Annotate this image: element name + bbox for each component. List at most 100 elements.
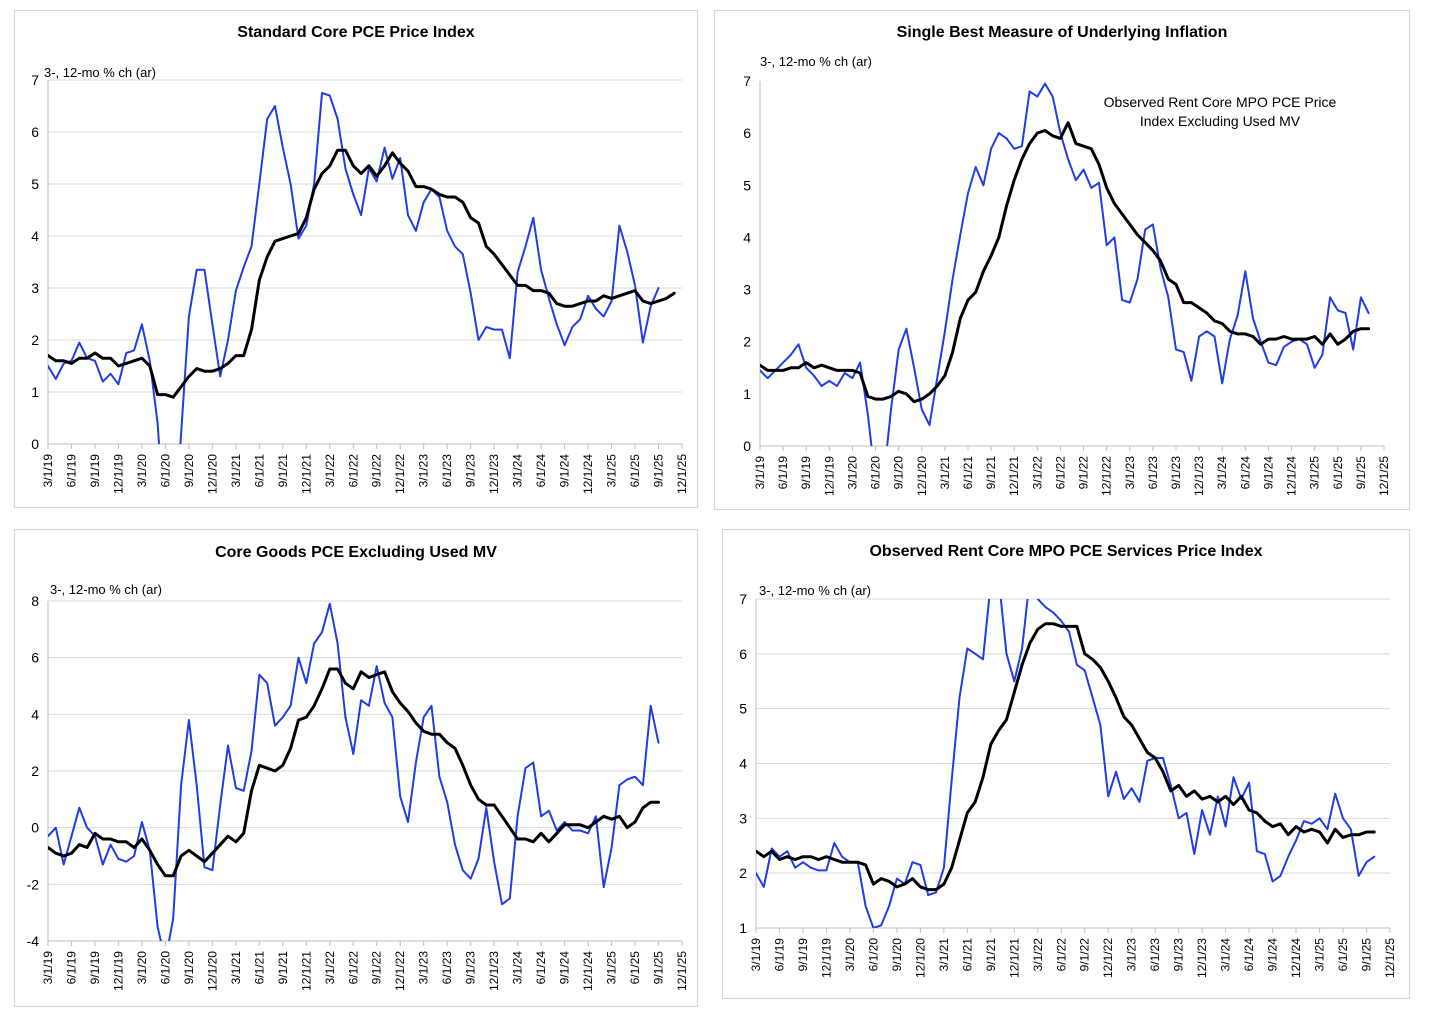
series-line-12mo — [760, 121, 1371, 404]
x-tick-label: 9/1/24 — [558, 951, 572, 985]
x-tick-label: 12/1/24 — [581, 454, 595, 494]
y-tick-label: 0 — [743, 438, 751, 454]
x-tick-label: 3/1/22 — [323, 454, 337, 488]
x-tick-label: 12/1/20 — [915, 456, 929, 496]
x-tick-label: 12/1/24 — [581, 951, 595, 991]
x-tick-label: 9/1/21 — [984, 456, 998, 490]
x-tick-label: 3/1/23 — [1123, 456, 1137, 490]
y-tick-label: 3 — [31, 280, 39, 296]
x-tick-label: 9/1/25 — [1360, 938, 1374, 972]
y-tick-label: 2 — [31, 763, 39, 779]
x-tick-label: 6/1/21 — [252, 951, 266, 985]
x-tick-label: 6/1/24 — [1242, 938, 1256, 972]
x-tick-label: 3/1/21 — [229, 454, 243, 488]
chart-panel-standard-core-pce: Standard Core PCE Price Index 3-, 12-mo … — [14, 10, 698, 508]
y-tick-label: 0 — [31, 436, 39, 452]
x-tick-label: 6/1/19 — [776, 456, 790, 490]
chart-plot-core-goods: -4 -2 0 2 4 6 8 3/1/19 6/1/19 9/1/19 12/1/19 3/1/20… — [27, 593, 689, 991]
x-tick-label: 6/1/23 — [440, 951, 454, 985]
chart-title: Observed Rent Core MPO PCE Services Pric… — [869, 543, 1263, 560]
x-tick-label: 9/1/20 — [182, 454, 196, 488]
x-tick-label: 3/1/19 — [753, 456, 767, 490]
x-tick-label: 12/1/21 — [1007, 938, 1021, 978]
x-tick-label: 12/1/19 — [819, 938, 833, 978]
x-tick-label: 3/1/19 — [41, 454, 55, 488]
x-tick-label: 3/1/24 — [511, 454, 525, 488]
x-tick-label: 12/1/25 — [1383, 938, 1397, 978]
y-axis-unit-label: 3-, 12-mo % ch (ar) — [44, 65, 156, 80]
x-tick-label: 3/1/24 — [511, 951, 525, 985]
x-tick-label: 6/1/23 — [1146, 456, 1160, 490]
y-axis-unit-label: 3-, 12-mo % ch (ar) — [759, 583, 871, 598]
x-tick-label: 6/1/24 — [534, 454, 548, 488]
y-tick-label: 4 — [31, 228, 39, 244]
x-tick-label: 3/1/25 — [605, 454, 619, 488]
x-tick-label: 3/1/22 — [1031, 938, 1045, 972]
x-tick-label: 3/1/21 — [938, 456, 952, 490]
x-tick-label: 9/1/24 — [1261, 456, 1275, 490]
x-tick-label: 9/1/22 — [1077, 456, 1091, 490]
x-tick-label: 6/1/25 — [628, 454, 642, 488]
x-tick-label: 6/1/20 — [866, 938, 880, 972]
y-tick-label: 6 — [743, 125, 751, 141]
chart-annotation: Observed Rent Core MPO PCE Price Index E… — [1103, 94, 1337, 129]
x-tick-label: 6/1/20 — [158, 951, 172, 985]
x-tick-label: 6/1/24 — [1238, 456, 1252, 490]
x-tick-label: 3/1/20 — [845, 456, 859, 490]
x-tick-label: 9/1/23 — [464, 454, 478, 488]
x-tick-label: 6/1/22 — [346, 951, 360, 985]
y-tick-label: 1 — [31, 384, 39, 400]
x-tick-label: 12/1/23 — [487, 951, 501, 991]
x-tick-label: 12/1/23 — [1195, 938, 1209, 978]
x-tick-label: 3/1/21 — [937, 938, 951, 972]
x-tick-label: 6/1/25 — [628, 951, 642, 985]
x-tick-label: 3/1/25 — [1313, 938, 1327, 972]
x-tick-label: 9/1/23 — [464, 951, 478, 985]
y-tick-label: 6 — [739, 646, 747, 662]
x-tick-label: 6/1/19 — [64, 951, 78, 985]
x-tick-label: 12/1/19 — [111, 951, 125, 991]
y-tick-label: 4 — [31, 706, 39, 722]
x-tick-label: 6/1/24 — [534, 951, 548, 985]
chart-title: Core Goods PCE Excluding Used MV — [215, 544, 497, 561]
series-line-12mo — [48, 667, 660, 878]
x-tick-label: 6/1/25 — [1331, 456, 1345, 490]
y-tick-label: 8 — [31, 593, 39, 609]
x-tick-label: 9/1/21 — [276, 951, 290, 985]
x-tick-label: 6/1/20 — [869, 456, 883, 490]
x-tick-label: 6/1/20 — [158, 454, 172, 488]
chart-plot-observed-rent-services: 1 2 3 4 5 6 7 3/1/19 6/1/19 9/1/19 12/1/19 3/1/20 6/… — [739, 591, 1397, 978]
y-axis-unit-label: 3-, 12-mo % ch (ar) — [760, 54, 872, 69]
x-tick-label: 9/1/22 — [1078, 938, 1092, 972]
x-tick-label: 6/1/21 — [961, 456, 975, 490]
x-tick-label: 3/1/24 — [1219, 938, 1233, 972]
chart-panel-single-best-measure: Single Best Measure of Underlying Inflat… — [714, 10, 1410, 510]
x-tick-label: 6/1/21 — [252, 454, 266, 488]
y-tick-label: 7 — [743, 73, 751, 89]
x-tick-label: 12/1/21 — [299, 951, 313, 991]
x-tick-label: 3/1/25 — [605, 951, 619, 985]
x-tick-label: 6/1/21 — [960, 938, 974, 972]
y-tick-label: 0 — [31, 820, 39, 836]
series-line-3mo — [760, 82, 1370, 446]
y-axis-unit-label: 3-, 12-mo % ch (ar) — [50, 582, 162, 597]
x-tick-label: 12/1/19 — [111, 454, 125, 494]
x-tick-label: 12/1/21 — [299, 454, 313, 494]
x-tick-label: 12/1/24 — [1285, 456, 1299, 496]
x-tick-label: 3/1/20 — [135, 454, 149, 488]
x-tick-label: 12/1/22 — [393, 454, 407, 494]
chart-plot-single-best-measure: 0 1 2 3 4 5 6 7 3/1/19 6/1/19 9/1/19 12/1/19 3/1/20 6… — [743, 73, 1391, 496]
x-tick-label: 9/1/25 — [652, 951, 666, 985]
x-tick-label: 6/1/22 — [346, 454, 360, 488]
y-tick-label: 5 — [31, 176, 39, 192]
chart-panel-observed-rent-services: Observed Rent Core MPO PCE Services Pric… — [722, 529, 1410, 999]
series-line-3mo — [756, 599, 1376, 928]
y-tick-label: 4 — [743, 229, 751, 245]
y-tick-label: -2 — [27, 876, 40, 892]
x-tick-label: 3/1/23 — [417, 454, 431, 488]
x-tick-label: 9/1/19 — [799, 456, 813, 490]
x-tick-label: 12/1/25 — [675, 454, 689, 494]
y-tick-label: 1 — [739, 920, 747, 936]
x-tick-label: 3/1/24 — [1215, 456, 1229, 490]
y-tick-label: 7 — [31, 72, 39, 88]
